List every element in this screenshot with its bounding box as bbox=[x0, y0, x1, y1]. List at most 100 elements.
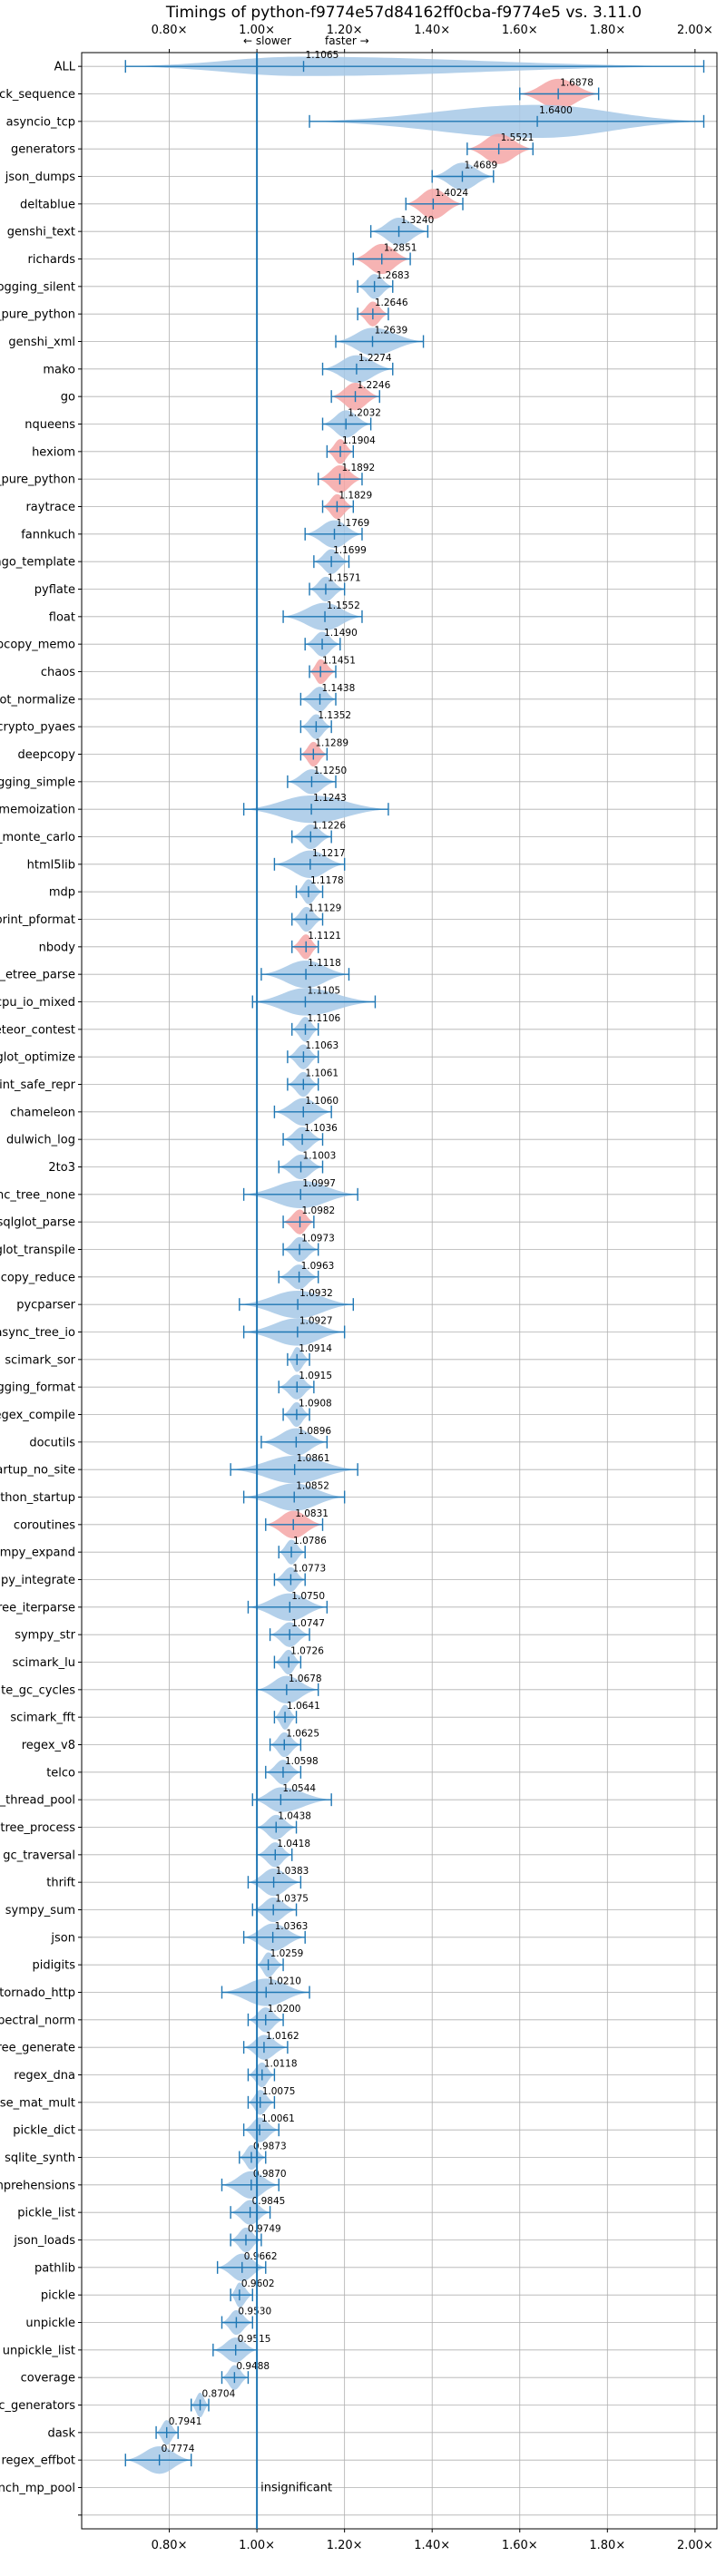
faster-hint: faster → bbox=[325, 34, 369, 47]
value-label: 1.0914 bbox=[299, 1343, 332, 1354]
value-label: 1.0726 bbox=[290, 1646, 324, 1657]
value-label: 1.0773 bbox=[292, 1564, 326, 1575]
value-label: 1.1217 bbox=[312, 848, 346, 859]
value-label: 1.0982 bbox=[302, 1205, 336, 1216]
value-label: 1.1892 bbox=[341, 463, 375, 473]
value-label: 1.0641 bbox=[287, 1701, 320, 1712]
category-label: xml_etree_iterparse bbox=[0, 1601, 75, 1615]
category-label: sqlglot_parse bbox=[0, 1216, 75, 1230]
value-label: 1.2851 bbox=[384, 243, 417, 254]
category-label: 2to3 bbox=[48, 1161, 75, 1175]
value-label: 0.7774 bbox=[162, 2444, 195, 2454]
category-label: regex_v8 bbox=[22, 1739, 75, 1752]
x-tick-label-bottom: 1.80× bbox=[589, 2539, 625, 2552]
category-label: pickle bbox=[41, 2289, 75, 2303]
category-label: async_tree_cpu_io_mixed bbox=[0, 996, 75, 1010]
category-label: sympy_str bbox=[15, 1629, 75, 1643]
category-label: xml_etree_parse bbox=[0, 969, 75, 982]
category-label: django_template bbox=[0, 556, 75, 570]
value-label: 1.6878 bbox=[560, 78, 594, 89]
category-label: regex_effbot bbox=[1, 2454, 75, 2468]
x-tick-label-bottom: 1.00× bbox=[239, 2539, 275, 2552]
grid-layer bbox=[82, 53, 717, 2529]
category-label: deepcopy_reduce bbox=[0, 1271, 75, 1284]
value-label: 0.9488 bbox=[236, 2361, 270, 2372]
value-label: 1.1451 bbox=[322, 656, 356, 667]
category-label: xml_etree_generate bbox=[0, 2042, 75, 2055]
category-label: create_gc_cycles bbox=[0, 1683, 75, 1697]
value-label: 1.1250 bbox=[313, 766, 347, 776]
value-label: 1.0118 bbox=[264, 2059, 298, 2070]
value-label: 1.1106 bbox=[307, 1013, 340, 1024]
axis-layer: 0.80× 0.80× 1.00× 1.00× 1.20× 1.20× 1.40× 1.40×… bbox=[0, 24, 718, 2552]
value-label: 0.8704 bbox=[202, 2389, 236, 2400]
category-label: genshi_text bbox=[7, 226, 75, 239]
category-label: python_startup_no_site bbox=[0, 1464, 75, 1478]
category-label: coroutines bbox=[14, 1518, 75, 1532]
category-label: generators bbox=[11, 143, 75, 157]
value-label: 1.1289 bbox=[315, 738, 348, 749]
category-label: json_loads bbox=[13, 2234, 75, 2248]
value-label: 1.0162 bbox=[266, 2031, 299, 2042]
category-label: sqlglot_transpile bbox=[0, 1244, 75, 1257]
value-label: 1.0625 bbox=[286, 1729, 319, 1740]
category-label: pprint_safe_repr bbox=[0, 1078, 76, 1092]
value-label: 1.1105 bbox=[307, 986, 340, 997]
category-label: scimark_monte_carlo bbox=[0, 831, 75, 844]
value-label: 1.4024 bbox=[435, 188, 468, 199]
value-label: 1.1060 bbox=[305, 1096, 338, 1107]
value-label: 1.0598 bbox=[285, 1756, 319, 1767]
value-label: 1.0375 bbox=[275, 1894, 309, 1905]
category-label: unpickle_list bbox=[3, 2344, 75, 2357]
value-label: 1.2032 bbox=[348, 408, 381, 419]
category-label: fannkuch bbox=[21, 528, 75, 542]
value-label: 1.5521 bbox=[501, 132, 535, 143]
category-label: pyflate bbox=[34, 583, 75, 597]
value-label: 1.1829 bbox=[338, 491, 372, 502]
value-label: 1.1061 bbox=[305, 1068, 338, 1079]
value-label: 1.0915 bbox=[299, 1371, 332, 1381]
value-label: 0.7941 bbox=[169, 2416, 202, 2427]
value-label: 1.1178 bbox=[310, 875, 344, 886]
category-label: go bbox=[61, 391, 75, 405]
value-label: 1.0200 bbox=[268, 2004, 301, 2015]
value-label: 1.1118 bbox=[308, 958, 341, 969]
value-label: 1.0932 bbox=[299, 1288, 333, 1299]
insignificant-label: insignificant bbox=[260, 2482, 332, 2495]
category-label: telco bbox=[46, 1766, 75, 1780]
value-label: 1.0997 bbox=[302, 1178, 336, 1189]
category-label: async_generators bbox=[0, 2399, 75, 2413]
category-label: logging_format bbox=[0, 1381, 75, 1395]
category-label: dulwich_log bbox=[6, 1134, 75, 1147]
category-label: sqlglot_optimize bbox=[0, 1051, 75, 1065]
value-label: 1.0927 bbox=[299, 1316, 333, 1327]
value-label: 1.1063 bbox=[305, 1040, 338, 1051]
value-label: 1.0852 bbox=[296, 1481, 329, 1492]
category-label: regex_compile bbox=[0, 1409, 75, 1422]
value-label: 1.1769 bbox=[337, 518, 370, 529]
x-tick-label-top: 1.60× bbox=[502, 24, 538, 37]
x-tick-label-bottom: 1.40× bbox=[414, 2539, 450, 2552]
x-tick-label-top: 2.00× bbox=[677, 24, 713, 37]
x-tick-label-top: 0.80× bbox=[152, 24, 188, 37]
value-label: 1.1904 bbox=[342, 435, 376, 446]
category-label: html5lib bbox=[27, 858, 75, 872]
category-label: json bbox=[50, 1931, 75, 1945]
category-label: async_tree_none bbox=[0, 1188, 75, 1202]
value-label: 1.0259 bbox=[270, 1948, 304, 1959]
category-label: sqlglot_normalize bbox=[0, 693, 75, 707]
plot-frame bbox=[81, 52, 718, 2530]
category-label: deltablue bbox=[20, 198, 75, 211]
value-label: 1.2646 bbox=[375, 298, 408, 308]
violin-layer: 1.1065 1.6878 1.6400 1.5521 1.4689 1.4024 1.32… bbox=[124, 50, 705, 2495]
category-label: raytrace bbox=[25, 501, 75, 514]
category-label: meteor_contest bbox=[0, 1023, 75, 1037]
value-label: 1.0908 bbox=[299, 1399, 332, 1410]
value-label: 1.0418 bbox=[277, 1839, 310, 1849]
category-label: comprehensions bbox=[0, 2179, 75, 2192]
value-label: 0.9749 bbox=[248, 2224, 281, 2235]
value-label: 1.0747 bbox=[291, 1618, 325, 1629]
category-label: sympy_expand bbox=[0, 1547, 75, 1560]
value-label: 1.0786 bbox=[293, 1536, 327, 1547]
category-label: chaos bbox=[41, 666, 75, 679]
